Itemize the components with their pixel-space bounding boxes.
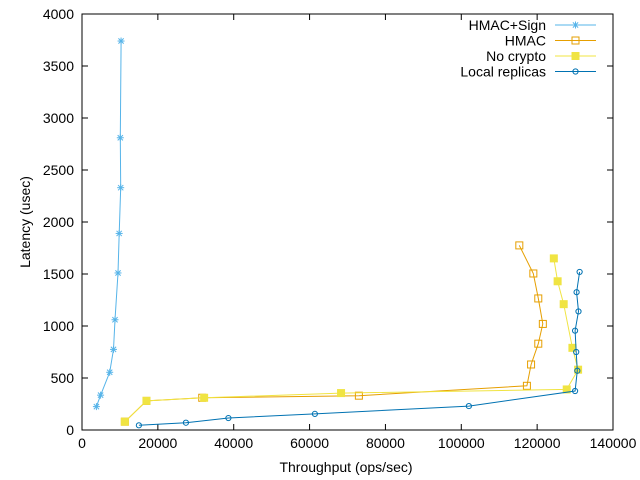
legend-swatch-marker (571, 36, 580, 45)
data-point-hmac (538, 319, 547, 328)
data-point-hmac-sign (92, 403, 100, 411)
data-point-hmac (534, 294, 543, 303)
data-point-hmac-sign (117, 184, 125, 192)
y-tick-label: 2000 (43, 214, 74, 230)
data-point-hmac-sign (114, 269, 122, 277)
legend-item-hmac-sign: HMAC+Sign (469, 17, 596, 33)
series-line-no-crypto (124, 258, 579, 423)
data-point-no-crypto (553, 277, 562, 286)
y-tick-label: 3500 (43, 58, 74, 74)
x-tick-label: 60000 (290, 435, 329, 451)
data-point-hmac-sign (117, 37, 125, 45)
data-point-no-crypto (142, 396, 151, 405)
legend-label: No crypto (486, 48, 546, 64)
y-tick-label: 3000 (43, 110, 74, 126)
x-axis: 0 20000 40000 60000 80000 100000 120000 140000 (78, 14, 637, 451)
data-point-no-crypto (559, 300, 568, 309)
series-hmac (120, 241, 547, 426)
data-point-no-crypto (549, 254, 558, 263)
data-point-hmac (354, 391, 363, 400)
x-tick-label: 40000 (214, 435, 253, 451)
data-point-hmac-sign (109, 345, 117, 353)
series-local-replicas (135, 268, 583, 429)
data-point-local-replicas (571, 327, 579, 334)
data-point-hmac-sign (106, 368, 114, 376)
data-point-local-replicas (574, 367, 581, 374)
data-point-local-replicas (311, 410, 318, 417)
data-point-hmac (527, 360, 536, 369)
data-point-local-replicas (576, 268, 583, 276)
data-point-local-replicas (575, 308, 582, 315)
y-tick-label: 1000 (43, 318, 74, 334)
series-line-hmac (124, 245, 544, 423)
legend-label: Local replicas (460, 64, 546, 80)
data-point-local-replicas (135, 422, 142, 429)
y-tick-label: 1500 (43, 266, 74, 282)
legend-label: HMAC+Sign (469, 17, 546, 33)
data-point-local-replicas (573, 289, 580, 296)
data-point-no-crypto (562, 385, 571, 394)
data-point-local-replicas (182, 419, 190, 426)
y-axis-label: Latency (usec) (17, 176, 33, 268)
y-tick-label: 500 (51, 370, 75, 386)
data-point-no-crypto (120, 417, 129, 426)
legend-item-local-replicas: Local replicas (460, 64, 596, 80)
series-hmac-sign (92, 37, 125, 411)
x-tick-label: 100000 (438, 435, 485, 451)
data-point-hmac (515, 241, 524, 250)
data-point-hmac (529, 269, 538, 278)
legend-swatch-marker (572, 21, 579, 29)
y-tick-label: 0 (66, 422, 74, 438)
data-point-local-replicas (573, 348, 580, 356)
data-point-local-replicas (225, 414, 232, 422)
series-layer (92, 37, 583, 429)
series-line-local-replicas (138, 271, 581, 426)
x-tick-label: 80000 (366, 435, 405, 451)
y-axis: 0 500 1000 1500 2000 2500 3000 3500 4000 (43, 6, 613, 438)
data-point-local-replicas (571, 387, 579, 395)
data-point-hmac (534, 339, 543, 348)
y-tick-label: 4000 (43, 6, 74, 22)
series-line-hmac-sign (95, 40, 122, 407)
x-tick-label: 20000 (138, 435, 177, 451)
x-tick-label: 140000 (590, 435, 637, 451)
data-point-no-crypto (200, 393, 209, 402)
data-point-hmac-sign (116, 134, 124, 142)
y-tick-label: 2500 (43, 162, 74, 178)
data-point-hmac-sign (97, 391, 105, 399)
data-point-no-crypto (337, 389, 346, 398)
x-tick-label: 0 (78, 435, 86, 451)
data-point-local-replicas (465, 402, 472, 410)
data-point-hmac (522, 381, 531, 390)
legend-label: HMAC (505, 33, 546, 49)
data-point-hmac-sign (111, 316, 119, 324)
x-axis-label: Throughput (ops/sec) (279, 459, 412, 475)
x-tick-label: 120000 (514, 435, 561, 451)
data-point-hmac-sign (115, 229, 123, 237)
legend-item-hmac: HMAC (505, 33, 596, 49)
legend-swatch-marker (571, 52, 580, 60)
legend-swatch-marker (572, 68, 579, 75)
series-no-crypto (120, 254, 583, 426)
legend-item-no-crypto: No crypto (486, 48, 596, 64)
